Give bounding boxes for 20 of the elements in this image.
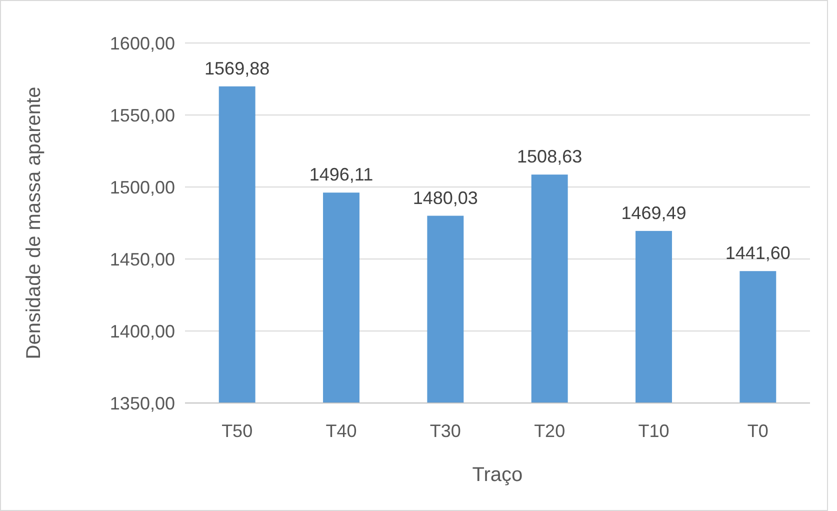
data-label: 1508,63	[517, 146, 582, 167]
data-label: 1441,60	[725, 243, 790, 264]
y-tick-label: 1400,00	[110, 321, 175, 342]
y-tick-label: 1550,00	[110, 105, 175, 126]
y-tick-label: 1350,00	[110, 393, 175, 414]
y-tick-label: 1600,00	[110, 33, 175, 54]
x-tick-label: T50	[222, 421, 253, 441]
x-tick-label: T30	[430, 421, 461, 441]
data-label: 1469,49	[621, 202, 686, 223]
x-tick-label: T20	[534, 421, 566, 441]
data-label: 1569,88	[204, 58, 270, 78]
x-tick-label: T0	[747, 421, 768, 441]
y-axis-title: Densidade de massa aparente	[23, 86, 45, 360]
y-tick-label: 1450,00	[110, 249, 175, 270]
x-axis-title: Traço	[472, 464, 523, 486]
x-tick-label: T40	[326, 421, 357, 441]
data-label: 1480,03	[412, 188, 478, 208]
x-tick-label: T10	[638, 421, 670, 441]
data-label: 1496,11	[309, 164, 374, 185]
y-tick-label: 1500,00	[110, 177, 175, 198]
